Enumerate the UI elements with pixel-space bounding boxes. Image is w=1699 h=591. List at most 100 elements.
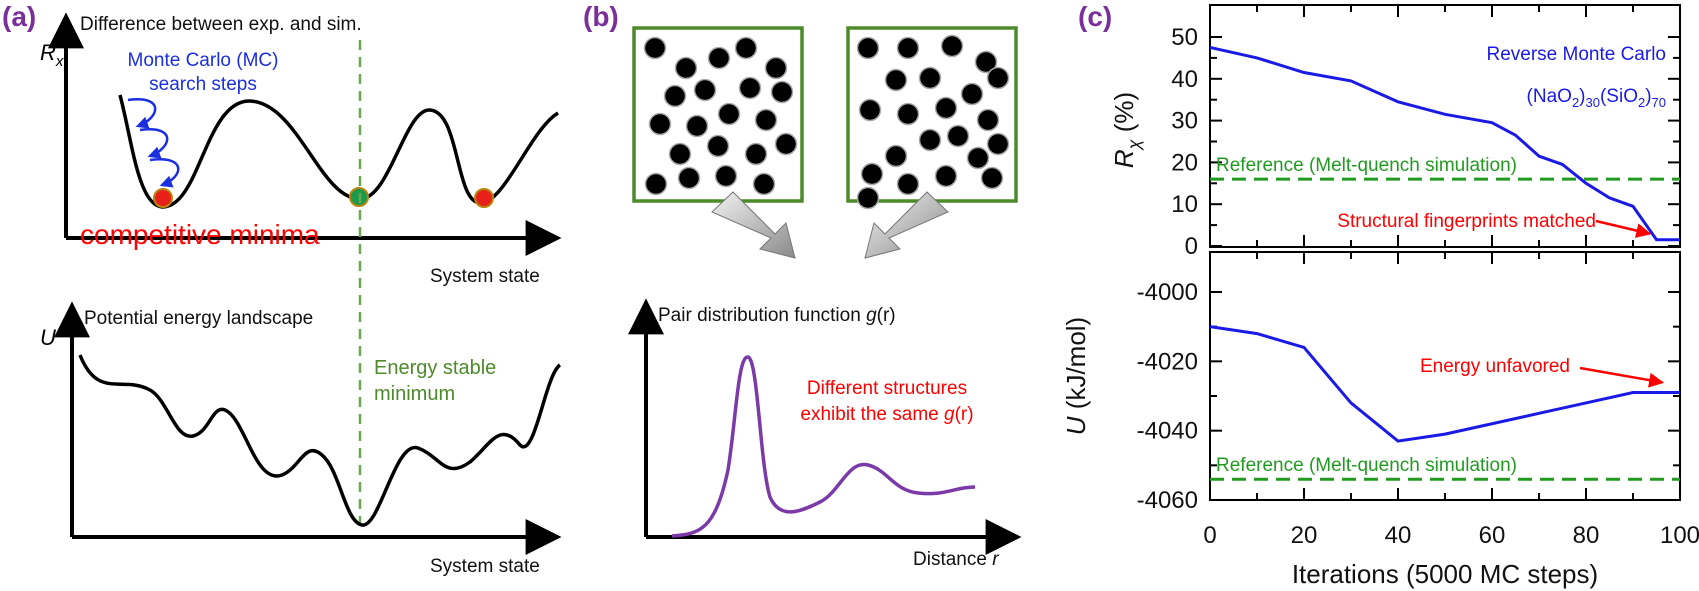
structure-1-atom: [677, 166, 701, 190]
a-top-minimum-dot-1: [153, 188, 173, 208]
structure-1-atom: [644, 172, 668, 196]
structure-2-atom: [856, 186, 880, 210]
rchi-annotation-text: Structural fingerprints matched: [1337, 211, 1596, 232]
structure-1-atom: [774, 132, 798, 156]
structure-1-atom: [770, 80, 794, 104]
structure-2-atom: [960, 82, 984, 106]
structure-2-atom: [940, 34, 964, 58]
panel-a-bottom: Potential energy landscape U System stat…: [40, 301, 562, 577]
structure-2-atom: [884, 144, 908, 168]
competitive-minima-label: competitive minima: [80, 219, 320, 250]
structure-2-atom: [896, 102, 920, 126]
mc-step-arrows: [127, 98, 180, 188]
panel-c-label: (c): [1078, 1, 1112, 32]
structure-1-atom: [663, 84, 687, 108]
rchi-y-tick-label: 30: [1171, 108, 1198, 135]
x-tick-label: 80: [1573, 522, 1600, 549]
energy-ticks: -4060 -4040 -4020 -4000: [1137, 252, 1681, 514]
structure-1-atom: [648, 112, 672, 136]
structure-1-atom: [752, 172, 776, 196]
mc-label-line1: Monte Carlo (MC): [128, 50, 279, 71]
b-xlabel: Distance r: [913, 549, 999, 570]
rchi-reference-label: Reference (Melt-quench simulation): [1216, 155, 1517, 176]
energy-reference-label: Reference (Melt-quench simulation): [1216, 455, 1517, 476]
x-tick-label: 20: [1291, 522, 1318, 549]
structure-2-atom: [946, 124, 970, 148]
a-bottom-ylabel: U: [40, 325, 56, 350]
a-bottom-xlabel: System state: [430, 556, 540, 577]
structure-1-atom: [734, 36, 758, 60]
structure-1-atom: [754, 108, 778, 132]
mc-label-line2: search steps: [149, 74, 257, 95]
gr-note-line1: Different structures: [807, 378, 967, 399]
structure-1-atom: [707, 46, 731, 70]
energy-chart: -4060 -4040 -4020 -4000 Reference (Melt-que…: [1061, 251, 1699, 589]
a-top-ylabel: Rx: [40, 40, 64, 70]
panel-b: (b) Pair distribution function g(r) Dist…: [583, 1, 1022, 570]
structure-2-atom: [934, 164, 958, 188]
structure-2-atom: [884, 68, 908, 92]
rchi-legend-text: Reverse Monte Carlo: [1486, 44, 1666, 65]
rchi-ylabel: Rχ (%): [1109, 92, 1144, 168]
structure-1-atom: [693, 78, 717, 102]
structure-1-atom: [643, 36, 667, 60]
structure-1-atom: [714, 164, 738, 188]
gr-curve: [671, 355, 976, 538]
rchi-y-tick-label: 20: [1171, 149, 1198, 176]
x-tick-label: 40: [1385, 522, 1412, 549]
structure-2-atom: [860, 162, 884, 186]
c-xlabel: Iterations (5000 MC steps): [1292, 559, 1598, 589]
panel-a-top: Difference between exp. and sim. Rx Syst…: [40, 12, 562, 287]
structure-2-atom: [976, 108, 1000, 132]
a-top-minimum-dot-3: [474, 188, 494, 208]
a-top-xlabel: System state: [430, 266, 540, 287]
energy-y-tick-label: -4060: [1137, 487, 1198, 514]
rchi-y-tick-label: 50: [1171, 24, 1198, 51]
structure-2-atoms: [856, 34, 1010, 210]
stable-label-line1: Energy stable: [374, 357, 496, 379]
a-top-landscape-curve: [118, 94, 559, 209]
structure-1-atoms: [643, 36, 798, 196]
a-top-title: Difference between exp. and sim.: [80, 14, 362, 35]
gr-note-line2: exhibit the same g(r): [800, 404, 973, 425]
arrow-structure-1-to-gr: [711, 191, 796, 259]
structure-1-atom: [685, 114, 709, 138]
energy-y-tick-label: -4000: [1137, 279, 1198, 306]
rchi-ticks: 0 10 20 30 40 50: [1171, 5, 1681, 260]
structure-2-atom: [974, 50, 998, 74]
structure-1-atom: [764, 56, 788, 80]
structure-1-atom: [706, 134, 730, 158]
energy-y-tick-label: -4020: [1137, 348, 1198, 375]
panel-c: (c) 0 10 20 30 40 50 Reference (Melt-quench s…: [1061, 1, 1699, 589]
rchi-y-tick-label: 10: [1171, 191, 1198, 218]
rchi-y-tick-label: 0: [1185, 233, 1198, 260]
energy-ylabel: U (kJ/mol): [1061, 317, 1091, 435]
energy-annotation-text: Energy unfavored: [1420, 356, 1570, 377]
panel-b-label: (b): [583, 1, 619, 32]
structure-2-atom: [918, 128, 942, 152]
structure-2-atom: [918, 66, 942, 90]
structure-2-atom: [980, 166, 1004, 190]
arrow-structure-2-to-gr: [864, 191, 949, 259]
x-tick-labels: 0 20 40 60 80 100: [1203, 522, 1699, 549]
structure-2-atom: [986, 66, 1010, 90]
structure-2-atom: [986, 132, 1010, 156]
rchi-y-tick-label: 40: [1171, 66, 1198, 93]
gr-title: Pair distribution function g(r): [658, 305, 896, 326]
potential-energy-curve: [78, 354, 562, 527]
stable-label-line2: minimum: [374, 383, 455, 405]
x-tick-label: 60: [1479, 522, 1506, 549]
x-tick-label: 100: [1660, 522, 1699, 549]
rchi-annotation-arrow: [1595, 219, 1652, 238]
energy-series-line: [1209, 325, 1680, 443]
x-tick-label: 0: [1203, 522, 1216, 549]
structure-1-atom: [668, 142, 692, 166]
structure-2-atom: [896, 36, 920, 60]
panel-a: (a) Difference between exp. and sim. Rx …: [2, 1, 562, 577]
structure-1-atom: [744, 142, 768, 166]
structure-1-atom: [717, 102, 741, 126]
composition-label: (NaO2)30(SiO2)70: [1527, 86, 1666, 110]
structure-2-atom: [934, 96, 958, 120]
structure-1-atom: [738, 76, 762, 100]
